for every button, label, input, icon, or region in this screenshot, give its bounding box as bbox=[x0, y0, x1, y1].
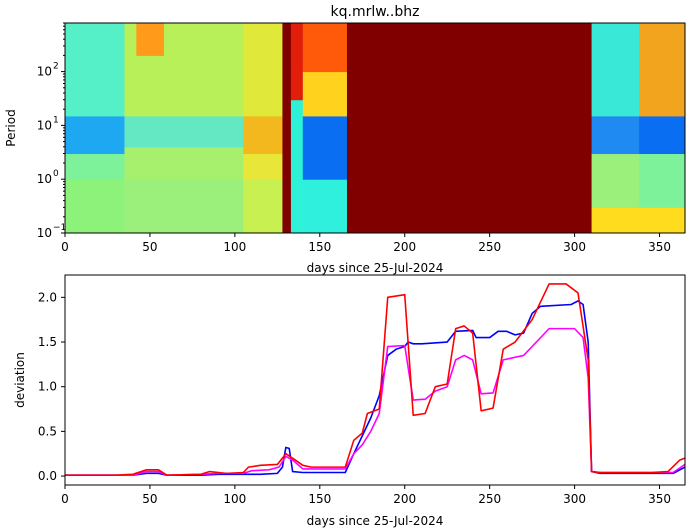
deviation-y-tick-label: 0.0 bbox=[38, 469, 57, 483]
spectrogram-y-tick-exponent: −1 bbox=[53, 223, 66, 233]
spectrogram-y-tick-label: 10 bbox=[37, 226, 52, 240]
spectrogram-y-tick-label: 10 bbox=[37, 118, 52, 132]
deviation-frame bbox=[64, 274, 686, 486]
deviation-x-tick-label: 50 bbox=[142, 492, 157, 506]
heatmap-cell-3-2 bbox=[243, 115, 283, 155]
heatmap-cell-9-3 bbox=[639, 23, 685, 117]
deviation-y-tick-label: 2.0 bbox=[38, 290, 57, 304]
spectrogram-y-label: Period bbox=[4, 109, 18, 146]
heatmap-cell-8-1 bbox=[591, 153, 640, 208]
heatmap-cell-9-2 bbox=[639, 115, 685, 155]
heatmap-cell-4-0 bbox=[282, 23, 292, 233]
heatmap-cell-6-1 bbox=[302, 115, 348, 180]
heatmap-cell-6-2 bbox=[302, 71, 348, 117]
deviation-x-ticks: 0 50 100 150 200 250 300 350 bbox=[61, 485, 671, 506]
deviation-x-label: days since 25-Jul-2024 bbox=[307, 514, 444, 528]
spectrogram-x-label: days since 25-Jul-2024 bbox=[307, 261, 444, 275]
spectrogram-x-tick-label: 0 bbox=[61, 240, 69, 254]
heatmap-cell-9-1 bbox=[639, 153, 685, 208]
spectrogram-y-tick-label: 10 bbox=[37, 172, 52, 186]
heatmap-cell-7-0 bbox=[346, 23, 593, 233]
heatmap-cell-8-0 bbox=[591, 207, 640, 233]
heatmap-cell-1-1 bbox=[124, 146, 244, 180]
heatmap-cell-8-2 bbox=[591, 115, 640, 155]
spectrogram-x-tick-label: 150 bbox=[308, 240, 331, 254]
spectrogram-x-tick-label: 50 bbox=[142, 240, 157, 254]
deviation-series-line-0 bbox=[65, 300, 685, 476]
deviation-x-tick-label: 250 bbox=[478, 492, 501, 506]
heatmap-cell-1-0 bbox=[124, 179, 244, 233]
heatmap-cell-6-3 bbox=[302, 23, 348, 73]
deviation-x-tick-label: 100 bbox=[223, 492, 246, 506]
spectrogram-x-tick-label: 200 bbox=[393, 240, 416, 254]
spectrogram-panel: kq.mrlw..bhz 0 50 100 150 200 250 300 350 10 −11… bbox=[4, 4, 686, 275]
deviation-x-tick-label: 150 bbox=[308, 492, 331, 506]
spectrogram-y-tick-exponent: 0 bbox=[53, 169, 59, 179]
deviation-x-tick-label: 200 bbox=[393, 492, 416, 506]
heatmap-cell-9-0 bbox=[639, 207, 685, 233]
heatmap-cell-5-0 bbox=[290, 99, 304, 233]
heatmap-cell-1-2 bbox=[124, 115, 244, 148]
deviation-y-tick-label: 0.5 bbox=[38, 424, 57, 438]
deviation-y-tick-label: 1.5 bbox=[38, 335, 57, 349]
spectrogram-y-tick-exponent: 1 bbox=[53, 115, 59, 125]
spectrogram-x-tick-label: 100 bbox=[223, 240, 246, 254]
spectrogram-y-tick-label: 10 bbox=[37, 65, 52, 79]
spectrogram-x-ticks: 0 50 100 150 200 250 300 350 bbox=[61, 233, 671, 254]
heatmap-cell-0-0 bbox=[65, 179, 125, 233]
spectrogram-x-tick-label: 350 bbox=[648, 240, 671, 254]
deviation-y-ticks: 0.0 0.5 1.0 1.5 2.0 bbox=[38, 290, 65, 483]
heatmap-cell-5-1 bbox=[290, 23, 304, 101]
spectrogram-title: kq.mrlw..bhz bbox=[331, 4, 420, 20]
spectrogram-plot-area bbox=[65, 23, 685, 233]
heatmap-cell-0-1 bbox=[65, 153, 125, 180]
deviation-y-tick-label: 1.0 bbox=[38, 380, 57, 394]
heatmap-cell-6-0 bbox=[302, 179, 348, 233]
spectrogram-x-tick-label: 250 bbox=[478, 240, 501, 254]
heatmap-cell-3-3 bbox=[243, 23, 283, 117]
deviation-lines-area bbox=[65, 283, 685, 476]
heatmap-cell-3-1 bbox=[243, 153, 283, 180]
deviation-series-line-2 bbox=[65, 283, 685, 476]
deviation-panel: 0 50 100 150 200 250 300 350 0.0 0.5 1.0 1.5 2.0 da… bbox=[13, 274, 686, 528]
heatmap-cell-2-0 bbox=[136, 23, 165, 56]
deviation-x-tick-label: 0 bbox=[61, 492, 69, 506]
spectrogram-x-tick-label: 300 bbox=[563, 240, 586, 254]
heatmap-cell-3-0 bbox=[243, 179, 283, 233]
deviation-y-label: deviation bbox=[13, 352, 27, 408]
deviation-x-tick-label: 350 bbox=[648, 492, 671, 506]
deviation-x-tick-label: 300 bbox=[563, 492, 586, 506]
heatmap-cell-0-2 bbox=[65, 115, 125, 155]
heatmap-cell-8-3 bbox=[591, 23, 640, 117]
spectrogram-y-tick-exponent: 2 bbox=[53, 62, 59, 72]
heatmap-cell-0-3 bbox=[65, 23, 125, 117]
deviation-plot-area bbox=[65, 275, 685, 485]
